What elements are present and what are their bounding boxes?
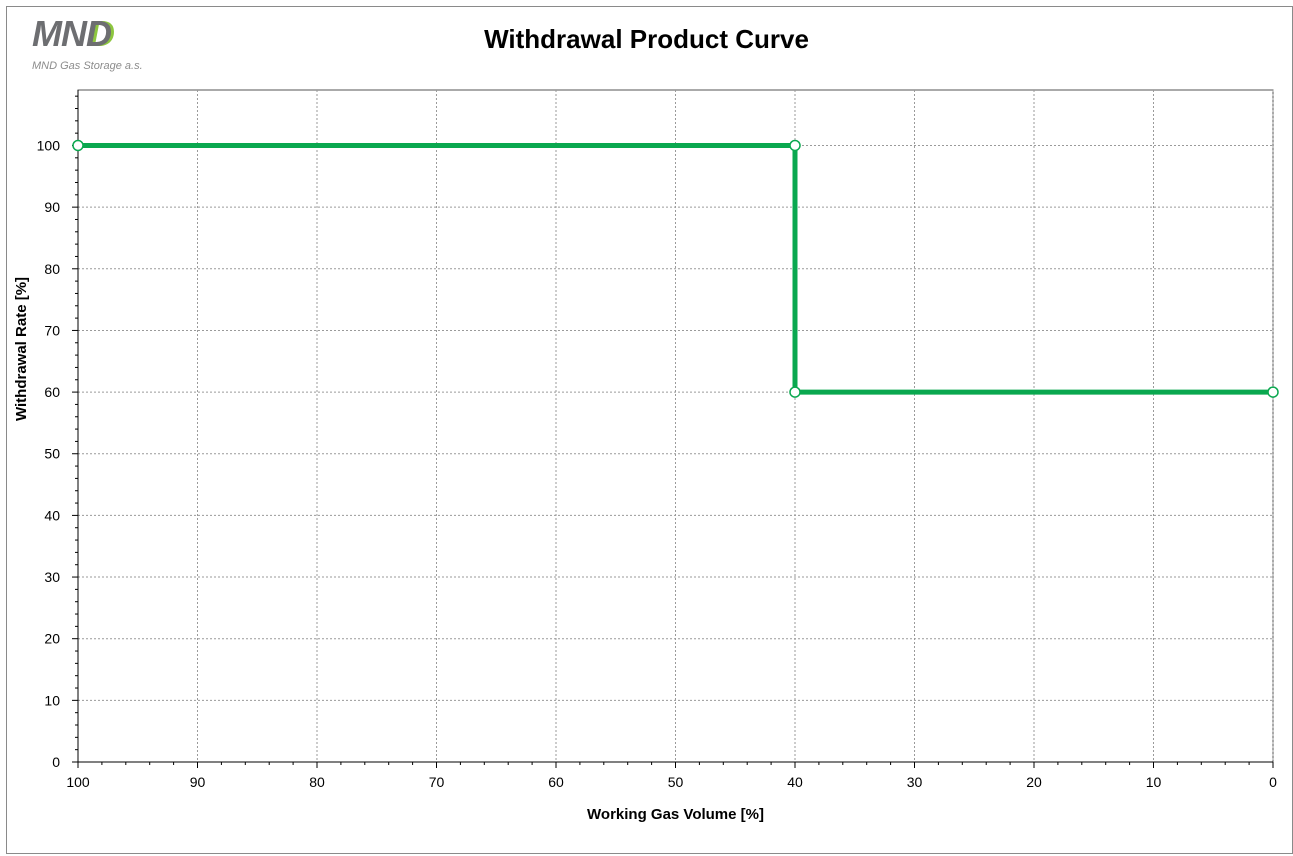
y-tick-label: 50	[44, 446, 60, 462]
y-tick-label: 30	[44, 569, 60, 585]
y-tick-label: 60	[44, 384, 60, 400]
logo-accent: D	[86, 13, 112, 54]
logo-mark: MND	[32, 13, 112, 54]
x-tick-label: 80	[309, 774, 325, 790]
x-axis-title: Working Gas Volume [%]	[587, 806, 764, 823]
y-tick-label: 20	[44, 631, 60, 647]
x-tick-label: 0	[1269, 774, 1277, 790]
y-tick-label: 100	[37, 137, 61, 153]
series-layer	[72, 139, 1279, 398]
data-point	[789, 386, 801, 398]
x-tick-label: 30	[907, 774, 923, 790]
x-tick-label: 90	[190, 774, 206, 790]
y-tick-label: 70	[44, 322, 60, 338]
x-tick-label: 20	[1026, 774, 1042, 790]
y-tick-label: 0	[52, 754, 60, 770]
y-tick-label: 90	[44, 199, 60, 215]
y-axis-title: Withdrawal Rate [%]	[13, 277, 30, 421]
chart-title: Withdrawal Product Curve	[484, 24, 809, 54]
logo-subtitle: MND Gas Storage a.s.	[32, 60, 143, 72]
data-point	[1267, 386, 1279, 398]
data-point	[72, 139, 84, 152]
company-logo: MND MND Gas Storage a.s.	[32, 13, 143, 73]
x-tick-label: 40	[787, 774, 803, 790]
x-tick-label: 100	[66, 774, 90, 790]
series-line	[78, 142, 1273, 395]
axes: 100 90 80 70 60 50 40 30 20 10 0010203040506070809…	[37, 90, 1277, 790]
x-tick-label: 70	[429, 774, 445, 790]
y-tick-label: 10	[44, 692, 60, 708]
data-point	[789, 139, 801, 152]
y-tick-label: 40	[44, 507, 60, 523]
x-tick-label: 50	[668, 774, 684, 790]
y-tick-label: 80	[44, 261, 60, 277]
x-tick-label: 60	[548, 774, 564, 790]
grid	[77, 89, 1274, 763]
x-tick-label: 10	[1146, 774, 1162, 790]
